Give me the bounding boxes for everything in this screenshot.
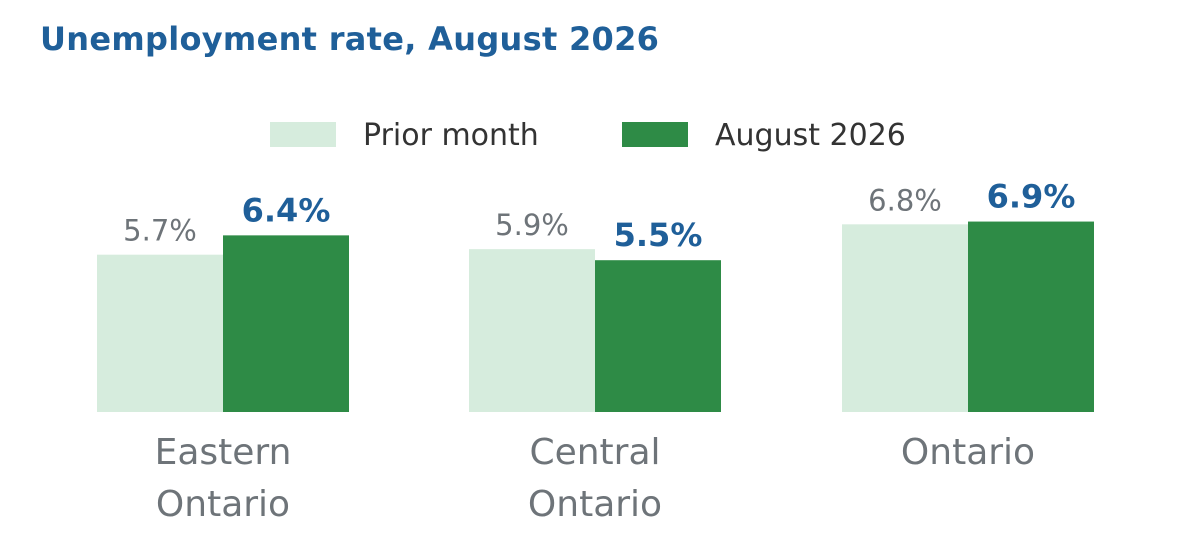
bar-prior-1	[469, 249, 595, 412]
category-label-2: Ontario	[901, 432, 1035, 473]
value-label-current-2: 6.9%	[987, 178, 1076, 216]
value-label-current-0: 6.4%	[242, 191, 331, 229]
legend-swatch-prior-month	[270, 122, 336, 147]
legend-swatch-current-month	[622, 122, 688, 147]
bar-prior-2	[842, 224, 968, 412]
value-label-prior-1: 5.9%	[495, 208, 569, 242]
value-label-current-1: 5.5%	[614, 216, 703, 254]
legend-label-current-month: August 2026	[715, 118, 906, 153]
value-label-prior-0: 5.7%	[123, 214, 197, 248]
category-label-0: Eastern Ontario	[155, 432, 292, 525]
legend-label-prior-month: Prior month	[363, 118, 539, 153]
bar-current-0	[223, 235, 349, 412]
chart-title: Unemployment rate, August 2026	[40, 20, 660, 58]
value-label-prior-2: 6.8%	[868, 183, 942, 217]
bar-prior-0	[97, 254, 223, 412]
category-label-1: Central Ontario	[528, 432, 662, 525]
bar-current-1	[595, 260, 721, 412]
bar-current-2	[968, 221, 1094, 412]
